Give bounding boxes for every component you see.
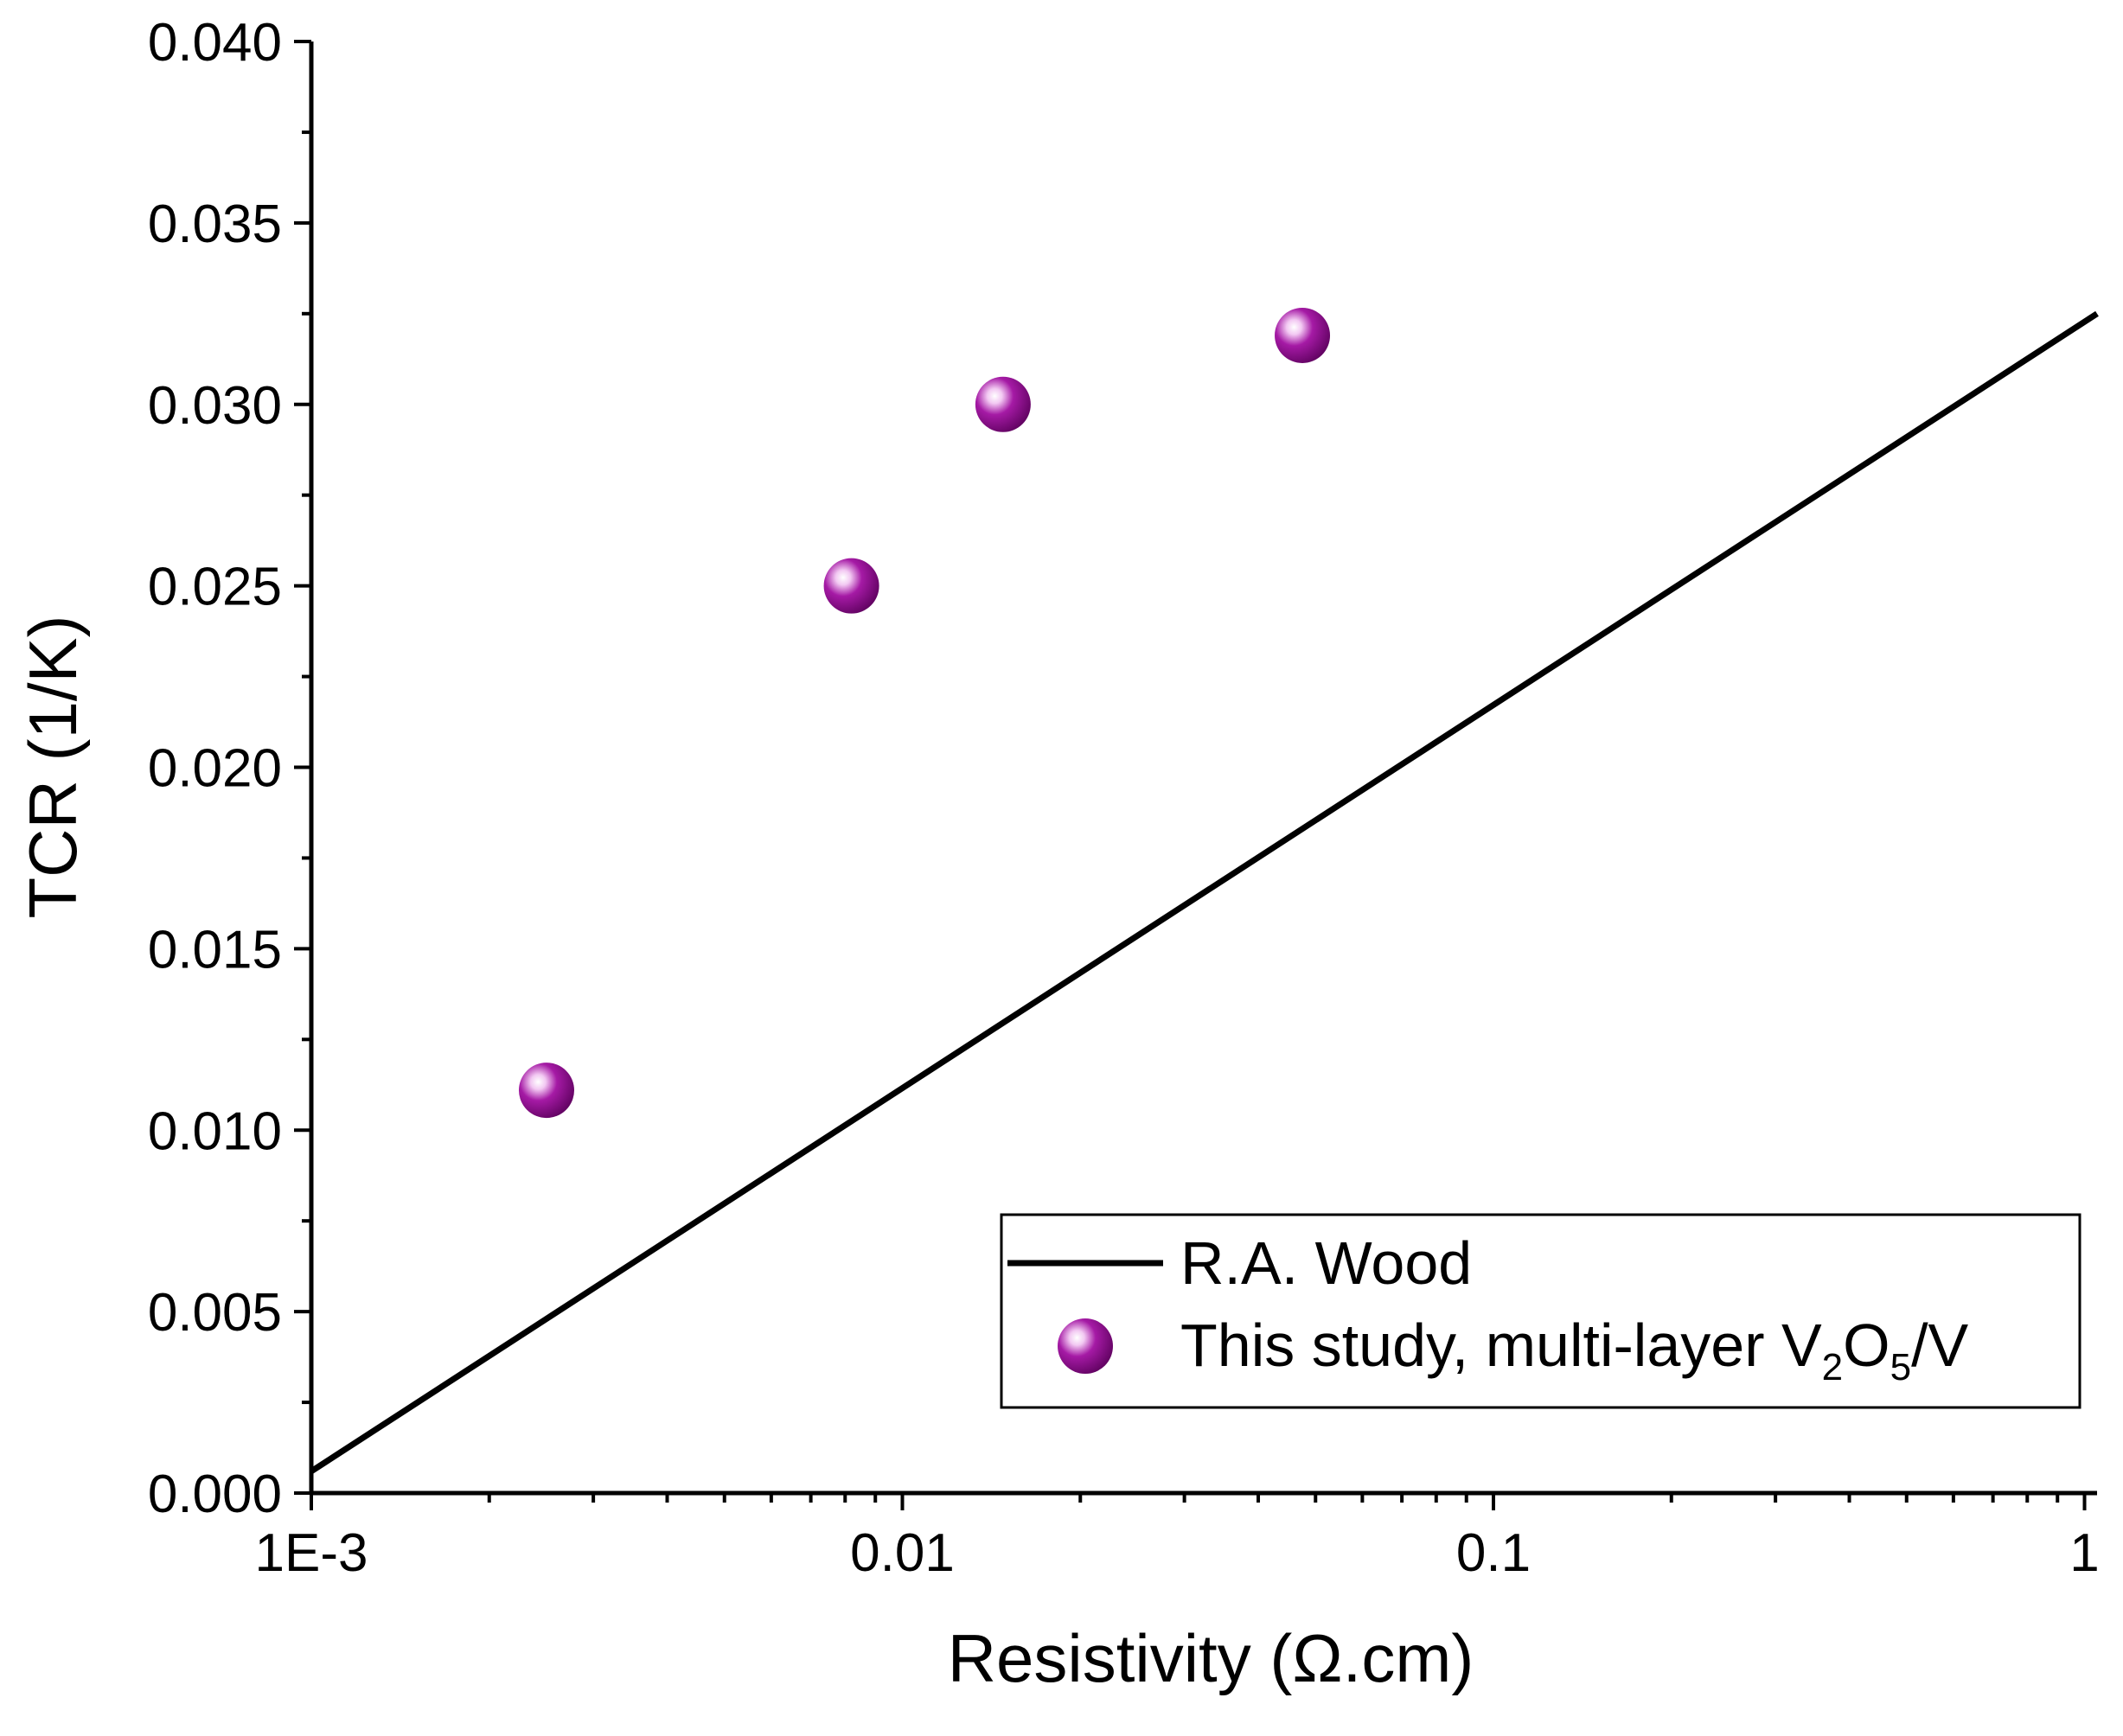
legend-label-study-sub2: 5: [1890, 1346, 1911, 1388]
x-ticks: 1E-3 0.01 0.1 1: [255, 1493, 2100, 1583]
x-tick-label: 0.1: [1456, 1523, 1531, 1583]
legend-label-study: This study, multi-layer V2O5/V: [1180, 1312, 1969, 1388]
data-point-study: [823, 558, 879, 614]
y-tick-label: 0.020: [148, 739, 282, 799]
y-ticks: 0.000 0.005 0.010 0.015 0.020 0.025 0.030 0.035…: [148, 13, 311, 1524]
legend-box: [1000, 1213, 2081, 1409]
series-layer: [310, 307, 2099, 1474]
x-axis-title: Resistivity (Ω.cm): [948, 1620, 1474, 1696]
data-point-study: [1275, 307, 1331, 363]
data-point-study: [975, 376, 1031, 432]
legend-label-wood: R.A. Wood: [1180, 1229, 1472, 1297]
legend-label-study-sub1: 2: [1822, 1346, 1843, 1388]
series-line-wood: [310, 310, 2099, 1474]
legend-label-study-suffix: /V: [1911, 1312, 1968, 1379]
x-tick-label: 1E-3: [255, 1523, 368, 1583]
x-tick-label: 0.01: [850, 1523, 955, 1583]
legend: R.A. Wood This study, multi-layer V2O5/V: [1000, 1213, 2081, 1409]
legend-marker-sphere: [1058, 1318, 1113, 1374]
y-tick-label: 0.015: [148, 920, 282, 980]
y-axis-title: TCR (1/K): [15, 616, 91, 919]
y-tick-label: 0.010: [148, 1101, 282, 1161]
plot-area: 0.0000.0050.0100.0150.0200.0250.0300.035…: [148, 13, 2100, 1583]
legend-label-study-prefix: This study, multi-layer V: [1180, 1312, 1822, 1379]
y-tick-label: 0.005: [148, 1283, 282, 1343]
y-tick-label: 0.025: [148, 558, 282, 617]
y-tick-label: 0.030: [148, 376, 282, 436]
legend-label-study-mid: O: [1843, 1312, 1890, 1379]
x-tick-label: 1: [2069, 1523, 2099, 1583]
y-tick-label: 0.035: [148, 195, 282, 254]
y-tick-label: 0.000: [148, 1465, 282, 1524]
y-tick-label: 0.040: [148, 13, 282, 73]
data-point-study: [518, 1063, 574, 1119]
